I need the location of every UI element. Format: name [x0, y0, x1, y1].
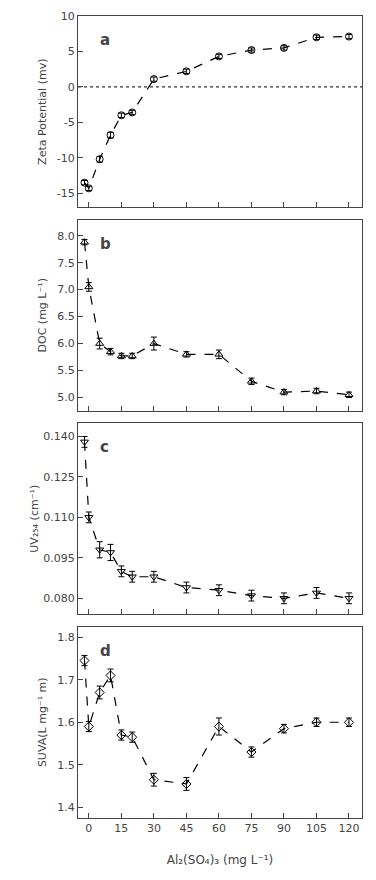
svg-text:7.0: 7.0: [57, 283, 75, 296]
svg-text:105: 105: [306, 822, 327, 835]
svg-text:-10: -10: [57, 152, 75, 165]
svg-text:7.5: 7.5: [57, 257, 75, 270]
svg-text:45: 45: [179, 822, 193, 835]
svg-text:0.125: 0.125: [43, 471, 75, 484]
svg-text:0: 0: [68, 81, 75, 94]
svg-text:0: 0: [85, 822, 92, 835]
svg-text:d: d: [100, 642, 111, 660]
svg-text:Zeta Potential (mv): Zeta Potential (mv): [36, 59, 49, 165]
svg-text:1.5: 1.5: [57, 759, 75, 772]
svg-text:0.095: 0.095: [43, 552, 75, 565]
svg-text:1.7: 1.7: [57, 674, 75, 687]
svg-text:a: a: [100, 31, 110, 49]
svg-text:1.6: 1.6: [57, 716, 75, 729]
svg-text:1.4: 1.4: [57, 801, 75, 814]
svg-text:-15: -15: [57, 187, 75, 200]
svg-text:DOC (mg L⁻¹): DOC (mg L⁻¹): [36, 278, 49, 352]
svg-text:c: c: [100, 438, 109, 456]
svg-text:0.140: 0.140: [43, 430, 75, 443]
svg-text:0.080: 0.080: [43, 592, 75, 605]
svg-text:-5: -5: [64, 116, 75, 129]
svg-text:b: b: [100, 235, 111, 253]
svg-text:UV₂₅₄ (cm⁻¹): UV₂₅₄ (cm⁻¹): [28, 485, 41, 553]
svg-text:0.110: 0.110: [43, 511, 75, 524]
svg-text:5: 5: [68, 45, 75, 58]
svg-text:15: 15: [114, 822, 128, 835]
svg-text:60: 60: [212, 822, 226, 835]
svg-text:5.0: 5.0: [57, 391, 75, 404]
svg-text:6.0: 6.0: [57, 337, 75, 350]
svg-text:SUVA(L mg⁻¹ m): SUVA(L mg⁻¹ m): [36, 677, 49, 767]
svg-text:Al₂(SO₄)₃ (mg L⁻¹): Al₂(SO₄)₃ (mg L⁻¹): [167, 853, 274, 867]
svg-text:90: 90: [277, 822, 291, 835]
svg-text:5.5: 5.5: [57, 364, 75, 377]
svg-text:10: 10: [61, 10, 75, 23]
svg-text:120: 120: [338, 822, 359, 835]
svg-text:8.0: 8.0: [57, 230, 75, 243]
svg-text:1.8: 1.8: [57, 631, 75, 644]
svg-text:75: 75: [244, 822, 258, 835]
svg-text:6.5: 6.5: [57, 310, 75, 323]
svg-text:30: 30: [147, 822, 161, 835]
